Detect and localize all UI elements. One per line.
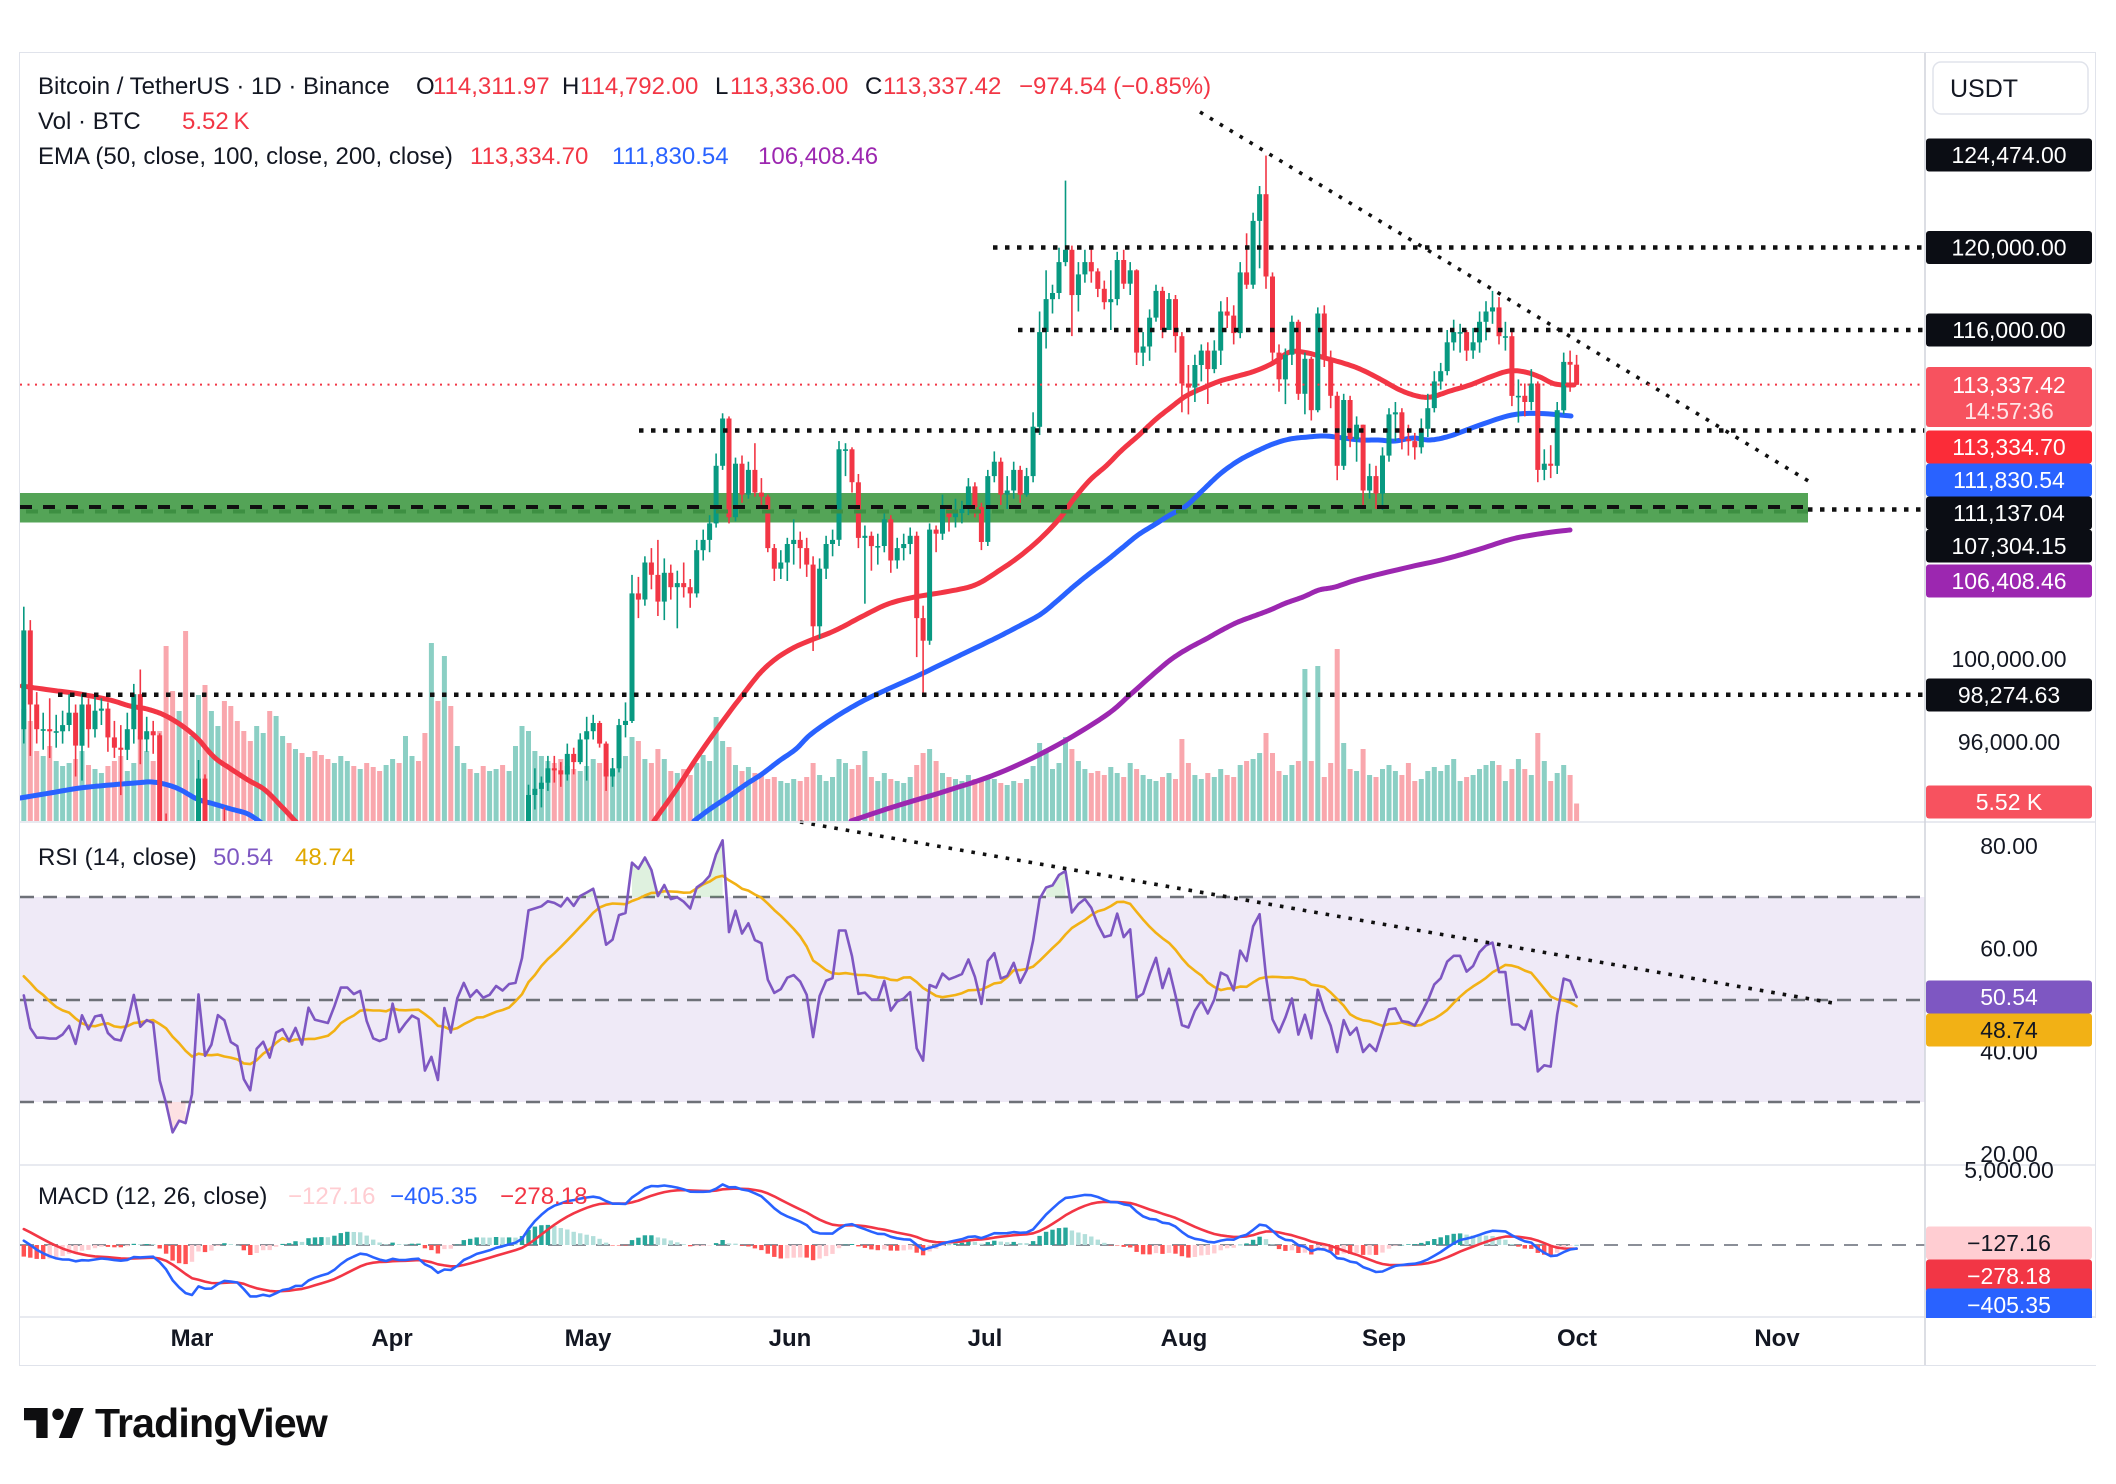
svg-text:113,337.42: 113,337.42: [883, 73, 1001, 100]
svg-text:Sep: Sep: [1362, 1325, 1406, 1352]
svg-text:MACD (12, 26, close): MACD (12, 26, close): [38, 1183, 267, 1210]
svg-text:Nov: Nov: [1754, 1325, 1800, 1352]
svg-text:−405.35: −405.35: [390, 1183, 477, 1210]
svg-text:EMA (50, close, 100, close, 20: EMA (50, close, 100, close, 200, close): [38, 143, 453, 170]
svg-text:48.74: 48.74: [295, 844, 355, 871]
svg-text:−127.16: −127.16: [288, 1183, 375, 1210]
svg-text:111,830.54: 111,830.54: [612, 143, 729, 170]
svg-text:H: H: [562, 73, 579, 100]
svg-text:48.74: 48.74: [1980, 1017, 2038, 1043]
svg-text:C: C: [865, 73, 882, 100]
svg-text:100,000.00: 100,000.00: [1951, 646, 2066, 672]
svg-text:111,830.54: 111,830.54: [1953, 467, 2065, 493]
svg-text:−278.18: −278.18: [500, 1183, 587, 1210]
svg-text:USDT: USDT: [1950, 75, 2018, 103]
svg-text:−974.54 (−0.85%): −974.54 (−0.85%): [1019, 73, 1211, 100]
svg-text:5.52 K: 5.52 K: [1976, 789, 2043, 815]
svg-text:106,408.46: 106,408.46: [758, 143, 878, 170]
svg-text:106,408.46: 106,408.46: [1951, 568, 2066, 594]
svg-text:114,311.97: 114,311.97: [433, 73, 550, 100]
svg-text:124,474.00: 124,474.00: [1951, 142, 2066, 168]
svg-text:Vol · BTC: Vol · BTC: [38, 108, 141, 135]
svg-text:20.00: 20.00: [1980, 1141, 2038, 1167]
svg-text:120,000.00: 120,000.00: [1951, 235, 2066, 261]
svg-text:111,137.04: 111,137.04: [1953, 500, 2065, 526]
svg-text:Apr: Apr: [371, 1325, 412, 1352]
svg-text:114,792.00: 114,792.00: [580, 73, 698, 100]
svg-text:14:57:36: 14:57:36: [1964, 398, 2054, 424]
svg-text:60.00: 60.00: [1980, 936, 2038, 962]
svg-text:−127.16: −127.16: [1967, 1230, 2051, 1256]
svg-text:May: May: [565, 1325, 612, 1352]
svg-text:−405.35: −405.35: [1967, 1292, 2051, 1318]
svg-text:113,337.42: 113,337.42: [1952, 372, 2065, 398]
svg-text:Bitcoin / TetherUS · 1D · Bina: Bitcoin / TetherUS · 1D · Binance: [38, 73, 390, 100]
svg-text:Jun: Jun: [769, 1325, 812, 1352]
svg-text:96,000.00: 96,000.00: [1958, 729, 2060, 755]
svg-text:5.52 K: 5.52 K: [182, 108, 250, 135]
svg-text:98,274.63: 98,274.63: [1958, 682, 2060, 708]
svg-text:80.00: 80.00: [1980, 833, 2038, 859]
svg-text:Oct: Oct: [1557, 1325, 1597, 1352]
svg-text:L: L: [715, 73, 728, 100]
svg-text:Jul: Jul: [968, 1325, 1003, 1352]
svg-text:5,000.00: 5,000.00: [1964, 1157, 2054, 1183]
svg-text:RSI (14, close): RSI (14, close): [38, 844, 197, 871]
svg-text:116,000.00: 116,000.00: [1952, 317, 2065, 343]
svg-text:O: O: [416, 73, 435, 100]
svg-text:50.54: 50.54: [213, 844, 273, 871]
svg-text:113,334.70: 113,334.70: [470, 143, 588, 170]
svg-text:Mar: Mar: [171, 1325, 214, 1352]
svg-text:Aug: Aug: [1161, 1325, 1208, 1352]
svg-text:−278.18: −278.18: [1967, 1263, 2051, 1289]
svg-text:113,334.70: 113,334.70: [1952, 434, 2065, 460]
svg-text:TradingView: TradingView: [95, 1400, 328, 1446]
svg-text:113,336.00: 113,336.00: [730, 73, 848, 100]
svg-text:50.54: 50.54: [1980, 984, 2038, 1010]
svg-text:107,304.15: 107,304.15: [1951, 533, 2066, 559]
